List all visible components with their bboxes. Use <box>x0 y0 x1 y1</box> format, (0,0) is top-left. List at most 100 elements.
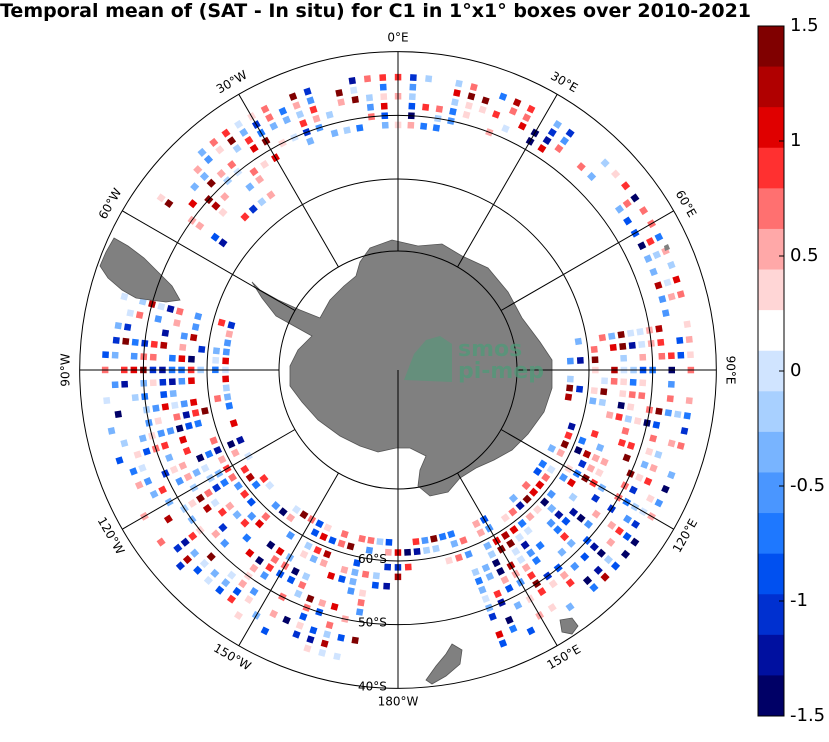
data-cell <box>621 427 630 436</box>
data-cell <box>517 121 527 131</box>
data-cell <box>619 342 627 351</box>
data-cell <box>340 530 349 539</box>
data-cell <box>206 178 216 188</box>
data-cell <box>223 393 232 401</box>
data-cell <box>229 419 238 428</box>
data-cell <box>184 421 193 430</box>
lon-label-30e: 30°E <box>548 69 580 96</box>
data-cell <box>233 611 243 621</box>
data-cell <box>512 98 522 107</box>
data-cell <box>628 341 636 350</box>
data-cell <box>576 162 586 172</box>
data-cell <box>514 532 525 542</box>
data-cell <box>230 448 240 458</box>
data-cell <box>121 380 129 388</box>
data-cell <box>455 79 463 88</box>
data-cell <box>557 547 567 557</box>
lon-label-150e: 150°E <box>544 642 583 672</box>
data-cell <box>306 635 315 644</box>
data-cell <box>355 608 364 616</box>
data-cell <box>676 336 684 345</box>
data-cell <box>348 77 356 85</box>
data-cell <box>178 355 186 363</box>
data-cell <box>299 510 309 520</box>
data-cell <box>379 83 387 91</box>
data-cell <box>265 480 275 491</box>
data-cell <box>188 377 195 385</box>
data-cell <box>471 519 481 529</box>
data-cell <box>624 415 633 423</box>
watermark-line1: smos <box>458 337 522 362</box>
data-cell <box>474 576 484 586</box>
data-cell <box>508 507 518 517</box>
data-cell <box>600 457 609 467</box>
data-cell <box>667 380 675 388</box>
data-cell <box>323 630 332 639</box>
data-cell <box>635 473 644 482</box>
data-cell <box>620 354 628 362</box>
data-cell <box>282 115 291 125</box>
data-cell <box>195 453 205 463</box>
data-cell <box>512 633 522 642</box>
data-cell <box>301 572 311 581</box>
data-cell <box>432 544 440 553</box>
data-cell <box>216 561 226 571</box>
data-cell <box>560 440 570 449</box>
data-cell <box>580 552 590 562</box>
data-cell <box>161 403 170 411</box>
lat-circle-40s <box>79 51 717 689</box>
data-cell <box>292 630 301 639</box>
data-cell <box>180 537 190 547</box>
lon-label-120w: 120°W <box>95 515 128 557</box>
data-cell <box>615 413 623 421</box>
data-cell <box>591 493 601 503</box>
data-cell <box>255 174 265 184</box>
data-cell <box>211 201 221 211</box>
lon-label-90w: 90°W <box>59 353 73 386</box>
data-cell <box>529 533 539 543</box>
data-cell <box>240 489 250 499</box>
watermark-line2: pi-mep <box>458 359 544 384</box>
data-cell <box>157 429 166 438</box>
data-cell <box>674 410 682 419</box>
meridian-120e <box>500 429 674 530</box>
colorbar-swatch <box>758 228 784 271</box>
data-cell <box>608 332 616 340</box>
data-cell <box>227 136 237 146</box>
data-cell <box>180 400 188 408</box>
data-cell <box>154 315 163 323</box>
data-cell <box>249 143 259 153</box>
data-cell <box>120 439 129 448</box>
data-cell <box>233 481 243 491</box>
data-cell <box>157 302 166 311</box>
data-cell <box>365 546 374 555</box>
data-cell <box>175 424 184 433</box>
data-cell <box>179 210 189 220</box>
lon-label-30w: 30°W <box>214 68 250 97</box>
colorbar-swatch <box>758 431 784 473</box>
colorbar-swatch <box>758 107 784 149</box>
data-cell <box>541 472 551 482</box>
data-cell <box>570 561 580 571</box>
data-cell <box>511 546 521 556</box>
data-cell <box>523 526 533 536</box>
data-cell <box>508 624 518 634</box>
data-cell <box>622 453 631 463</box>
data-cell <box>608 461 618 471</box>
colorbar-tick-label: 1 <box>790 130 801 151</box>
data-cell <box>658 352 666 360</box>
data-cell <box>451 98 459 107</box>
data-cell <box>574 337 583 346</box>
data-cell <box>171 401 179 410</box>
data-cell <box>366 103 375 111</box>
data-cell <box>516 555 526 565</box>
data-cell <box>450 539 459 548</box>
data-cell <box>462 110 471 119</box>
data-cell <box>346 542 355 551</box>
lon-label-180w: 180°W <box>378 695 419 709</box>
data-cell <box>367 536 375 545</box>
data-cell <box>598 333 607 342</box>
data-cell <box>606 193 616 203</box>
data-cell <box>210 498 220 508</box>
data-cell <box>488 612 497 621</box>
